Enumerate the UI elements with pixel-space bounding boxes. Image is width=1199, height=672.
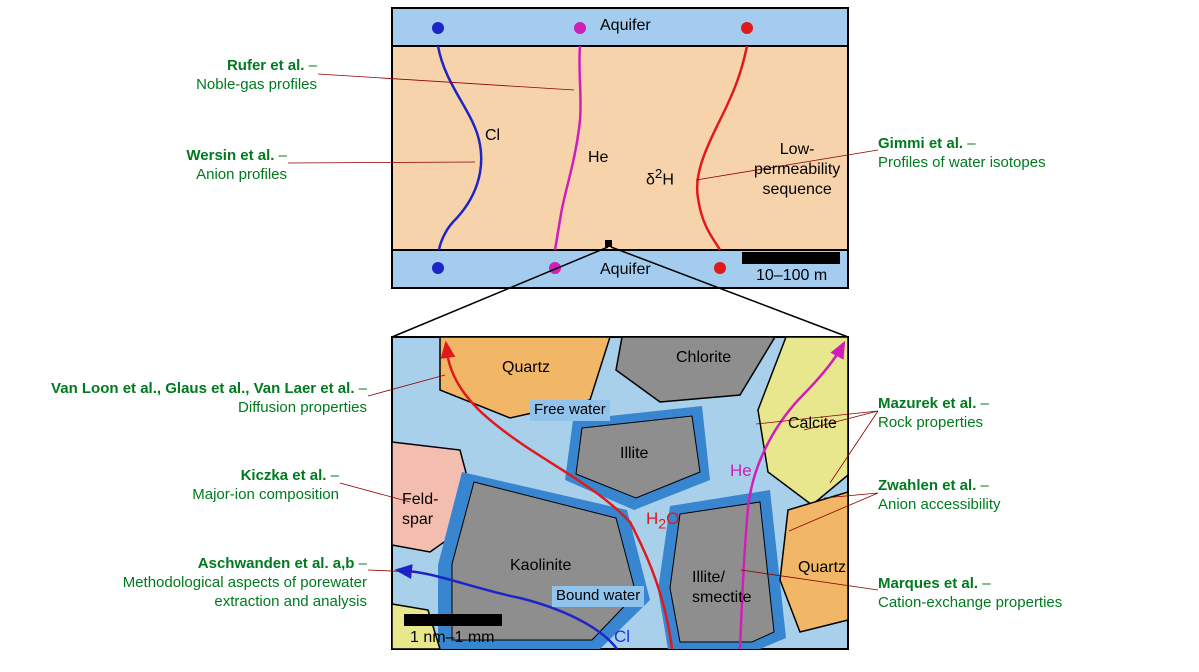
freewater-label: Free water [530,400,610,421]
he-label-top: He [588,148,608,168]
lowperm-label: Low-permeabilitysequence [754,140,840,200]
d2h-label: δ2H [646,166,674,190]
ann-marques: Marques et al. – Cation-exchange propert… [878,575,1062,613]
boundwater-label: Bound water [552,586,644,607]
bottom-scale-label: 1 nm–1 mm [410,628,494,648]
he-label-bottom: He [730,460,752,481]
top-scale-label: 10–100 m [756,266,827,286]
ann-zwahlen: Zwahlen et al. – Anion accessibility [878,477,1001,515]
ann-wersin: Wersin et al. – Anion profiles [186,147,287,185]
chlorite-label: Chlorite [676,348,731,368]
cl-label: Cl [485,126,500,146]
ann-aschwanden: Aschwanden et al. a,b – Methodological a… [123,555,367,611]
ann-mazurek: Mazurek et al. – Rock properties [878,395,989,433]
cl-label-bottom: Cl [614,626,630,647]
calcite-label: Calcite [788,414,837,434]
quartz2-label: Quartz [798,558,846,578]
kaolinite-label: Kaolinite [510,556,571,576]
aquifer-top-label: Aquifer [600,16,651,36]
illite-label: Illite [620,444,648,464]
ann-kiczka: Kiczka et al. – Major-ion composition [192,467,339,505]
aquifer-bottom-label: Aquifer [600,260,651,280]
feldspar-label: Feld-spar [402,490,438,530]
ann-diffusion: Van Loon et al., Glaus et al., Van Laer … [51,380,367,418]
quartz1-label: Quartz [502,358,550,378]
illsme-label: Illite/smectite [692,568,752,608]
ann-gimmi: Gimmi et al. – Profiles of water isotope… [878,135,1046,173]
ann-rufer: Rufer et al. – Noble-gas profiles [196,57,317,95]
h2o-label: H2O [646,508,679,534]
